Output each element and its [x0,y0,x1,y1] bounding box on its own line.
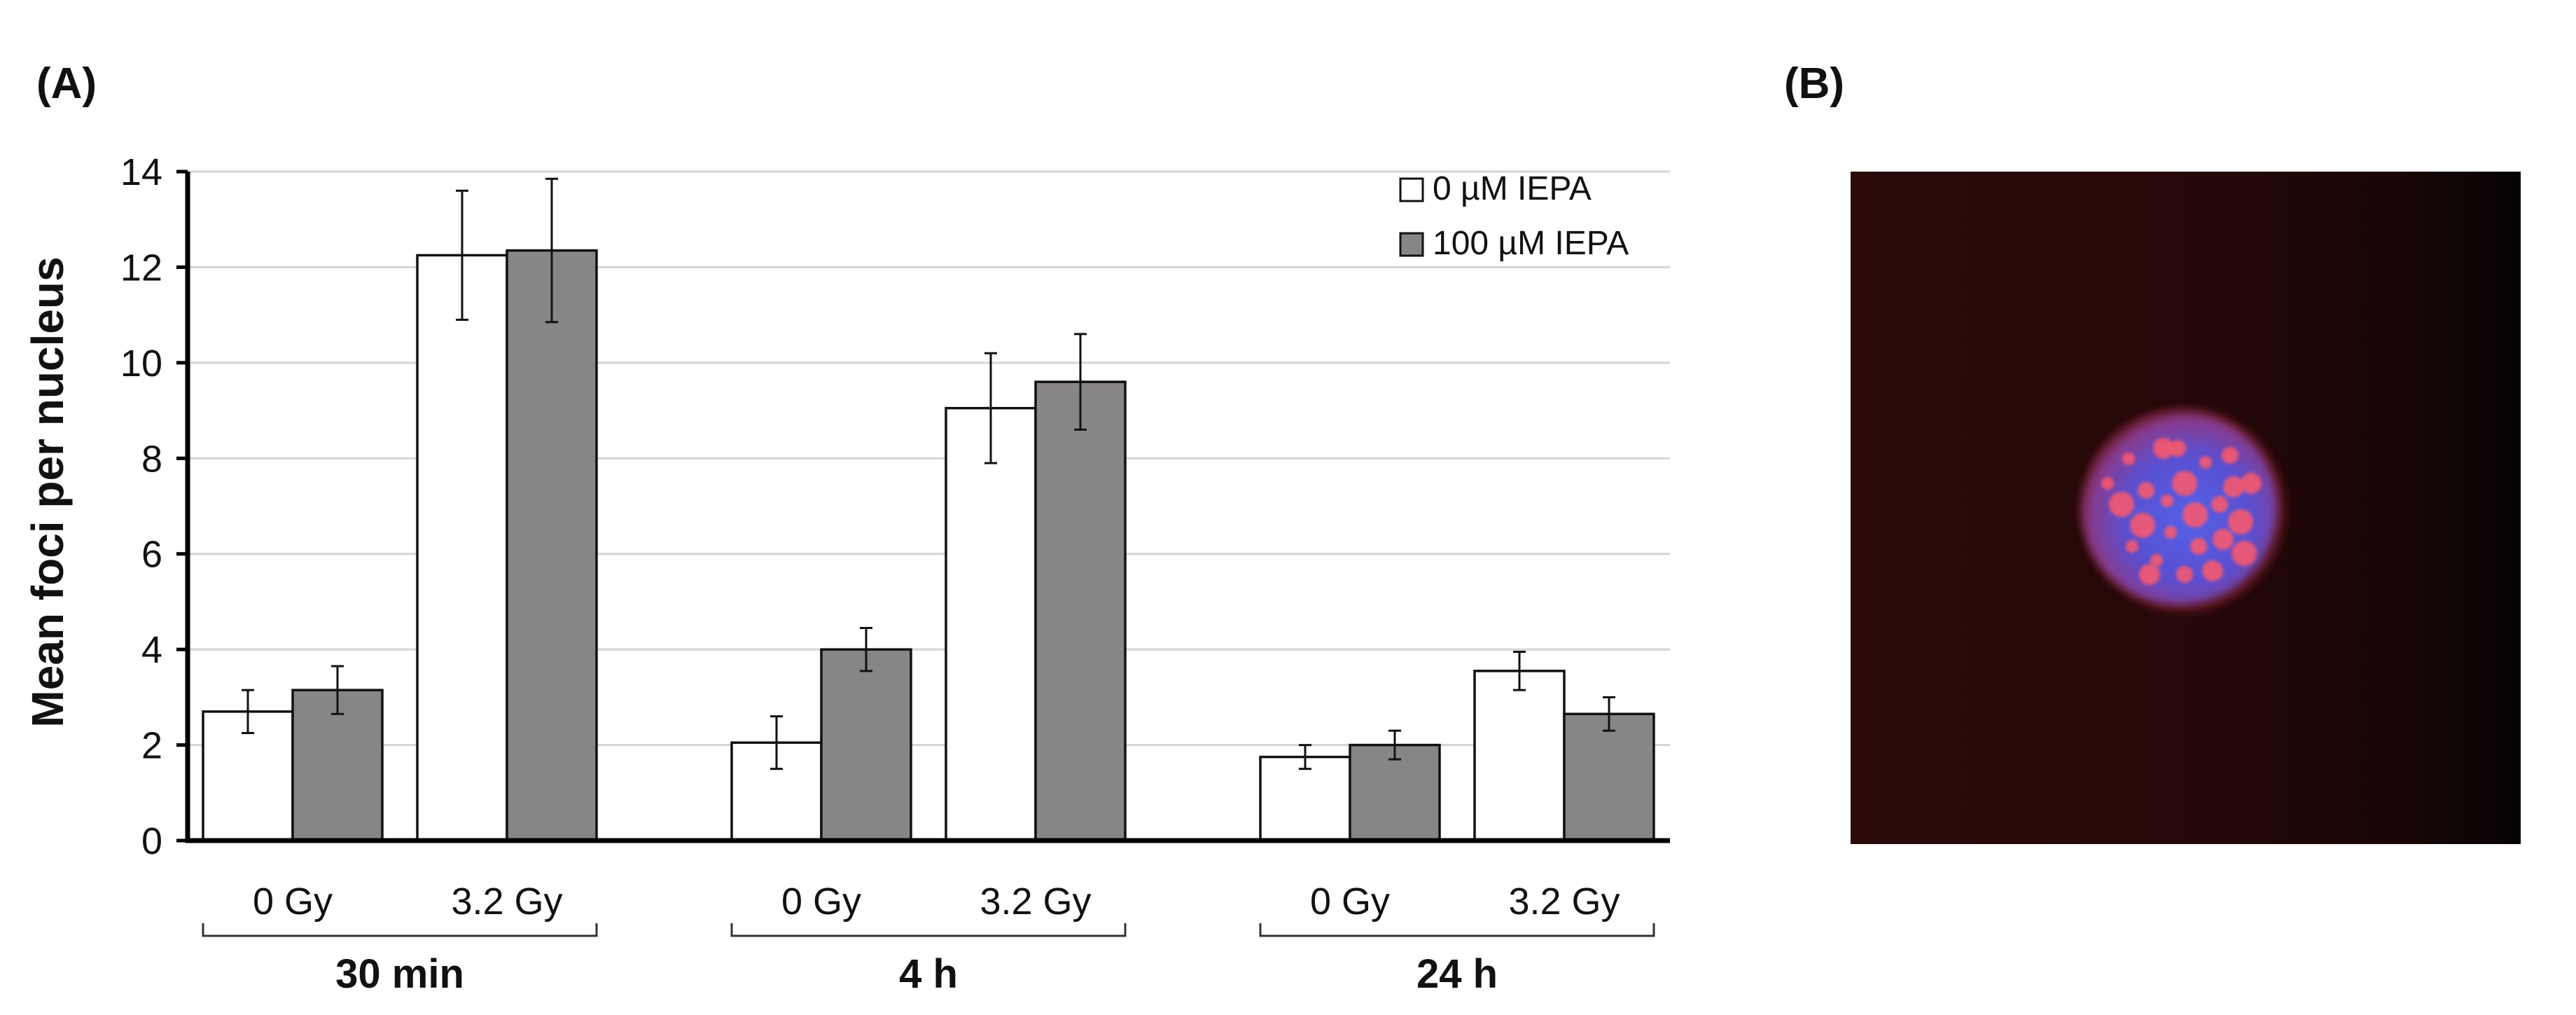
bar [1259,755,1351,842]
y-axis-ticks: 0 2 4 6 8 10 12 14 [120,151,188,862]
error-bars [242,177,1615,771]
x-category-label: 3.2 Gy [1508,881,1620,923]
focus-spot [2182,502,2208,527]
focus-spot [2190,538,2207,555]
bars [202,249,1655,842]
focus-spot [2228,509,2253,534]
group-bracket [730,923,1127,937]
focus-spot [2126,540,2138,553]
focus-spot [2150,554,2163,567]
x-category-label: 0 Gy [253,881,333,923]
x-group-label: 30 min [335,951,464,997]
bar-chart: 0 2 4 6 8 10 12 14 Mean foci per nucleus 0 Gy 3.… [22,151,1670,997]
panel-label-b: (B) [1784,60,1844,108]
y-tick-label: 12 [120,247,162,289]
focus-spot [2109,492,2134,517]
x-axis-group-labels: 30 min 4 h 24 h [202,923,1655,997]
y-tick-label: 4 [141,629,162,671]
legend-swatch [1399,177,1424,202]
focus-spot [2164,526,2177,539]
focus-spot [2130,513,2155,538]
y-axis-title: Mean foci per nucleus [22,256,73,727]
focus-spot [2122,453,2135,465]
legend-swatch [1399,232,1424,257]
focus-spot [2232,541,2257,566]
bar [945,406,1037,842]
bar [416,254,508,842]
focus-spot [2138,482,2154,499]
focus-spot [2202,560,2223,581]
x-axis-category-labels: 0 Gy 3.2 Gy 0 Gy 3.2 Gy 0 Gy 3.2 Gy [253,881,1620,923]
focus-spot [2161,495,2173,507]
x-group-label: 24 h [1416,951,1498,997]
x-category-label: 0 Gy [781,881,861,923]
focus-spot [2223,476,2244,497]
focus-spot [2139,564,2160,585]
x-category-label: 3.2 Gy [451,881,562,923]
bar [1034,380,1127,842]
y-tick-label: 0 [141,820,162,862]
focus-spot [2153,438,2174,459]
legend-label: 100 µM IEPA [1433,225,1629,262]
legend: 0 µM IEPA 100 µM IEPA [1399,170,1629,262]
focus-spot [2211,496,2228,513]
bar [1563,712,1655,842]
focus-spot [2101,477,2114,490]
fluorescence-micrograph [1851,172,2521,844]
y-tick-label: 2 [141,725,162,767]
focus-spot [2199,456,2212,469]
bar [506,249,598,842]
focus-spot [2176,566,2193,583]
panel-label-a: (A) [36,60,97,108]
bar [1473,670,1566,842]
group-bracket [202,923,598,937]
bar [820,648,912,842]
focus-spot [2172,471,2197,496]
y-tick-label: 10 [120,343,162,385]
x-group-label: 4 h [899,951,958,997]
y-tick-label: 14 [120,151,162,193]
y-tick-label: 8 [141,438,162,480]
focus-spot [2213,529,2234,550]
focus-spot [2169,440,2186,457]
y-tick-label: 6 [141,534,162,576]
focus-spot [2241,473,2262,494]
bar [291,689,384,842]
focus-spot [2222,447,2239,464]
x-category-label: 0 Gy [1310,881,1390,923]
nucleus-foci [2101,438,2262,585]
group-bracket [1259,923,1655,937]
legend-label: 0 µM IEPA [1433,170,1592,207]
x-category-label: 3.2 Gy [980,881,1091,923]
